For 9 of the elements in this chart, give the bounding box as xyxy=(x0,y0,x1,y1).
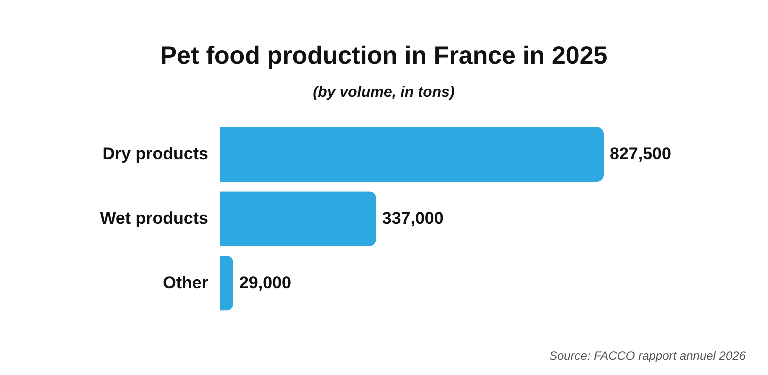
chart-subtitle: (by volume, in tons) xyxy=(313,84,455,101)
y-tick-label: Other xyxy=(163,273,209,292)
data-label: 827,500 xyxy=(610,144,672,164)
chart-title: Pet food production in France in 2025 xyxy=(160,42,608,70)
source-note: Source: FACCO rapport annuel 2026 xyxy=(549,349,746,363)
y-tick-label: Wet products xyxy=(100,209,208,228)
data-label: 29,000 xyxy=(239,273,292,292)
y-tick-label: Dry products xyxy=(102,144,208,164)
data-label: 337,000 xyxy=(382,209,444,228)
